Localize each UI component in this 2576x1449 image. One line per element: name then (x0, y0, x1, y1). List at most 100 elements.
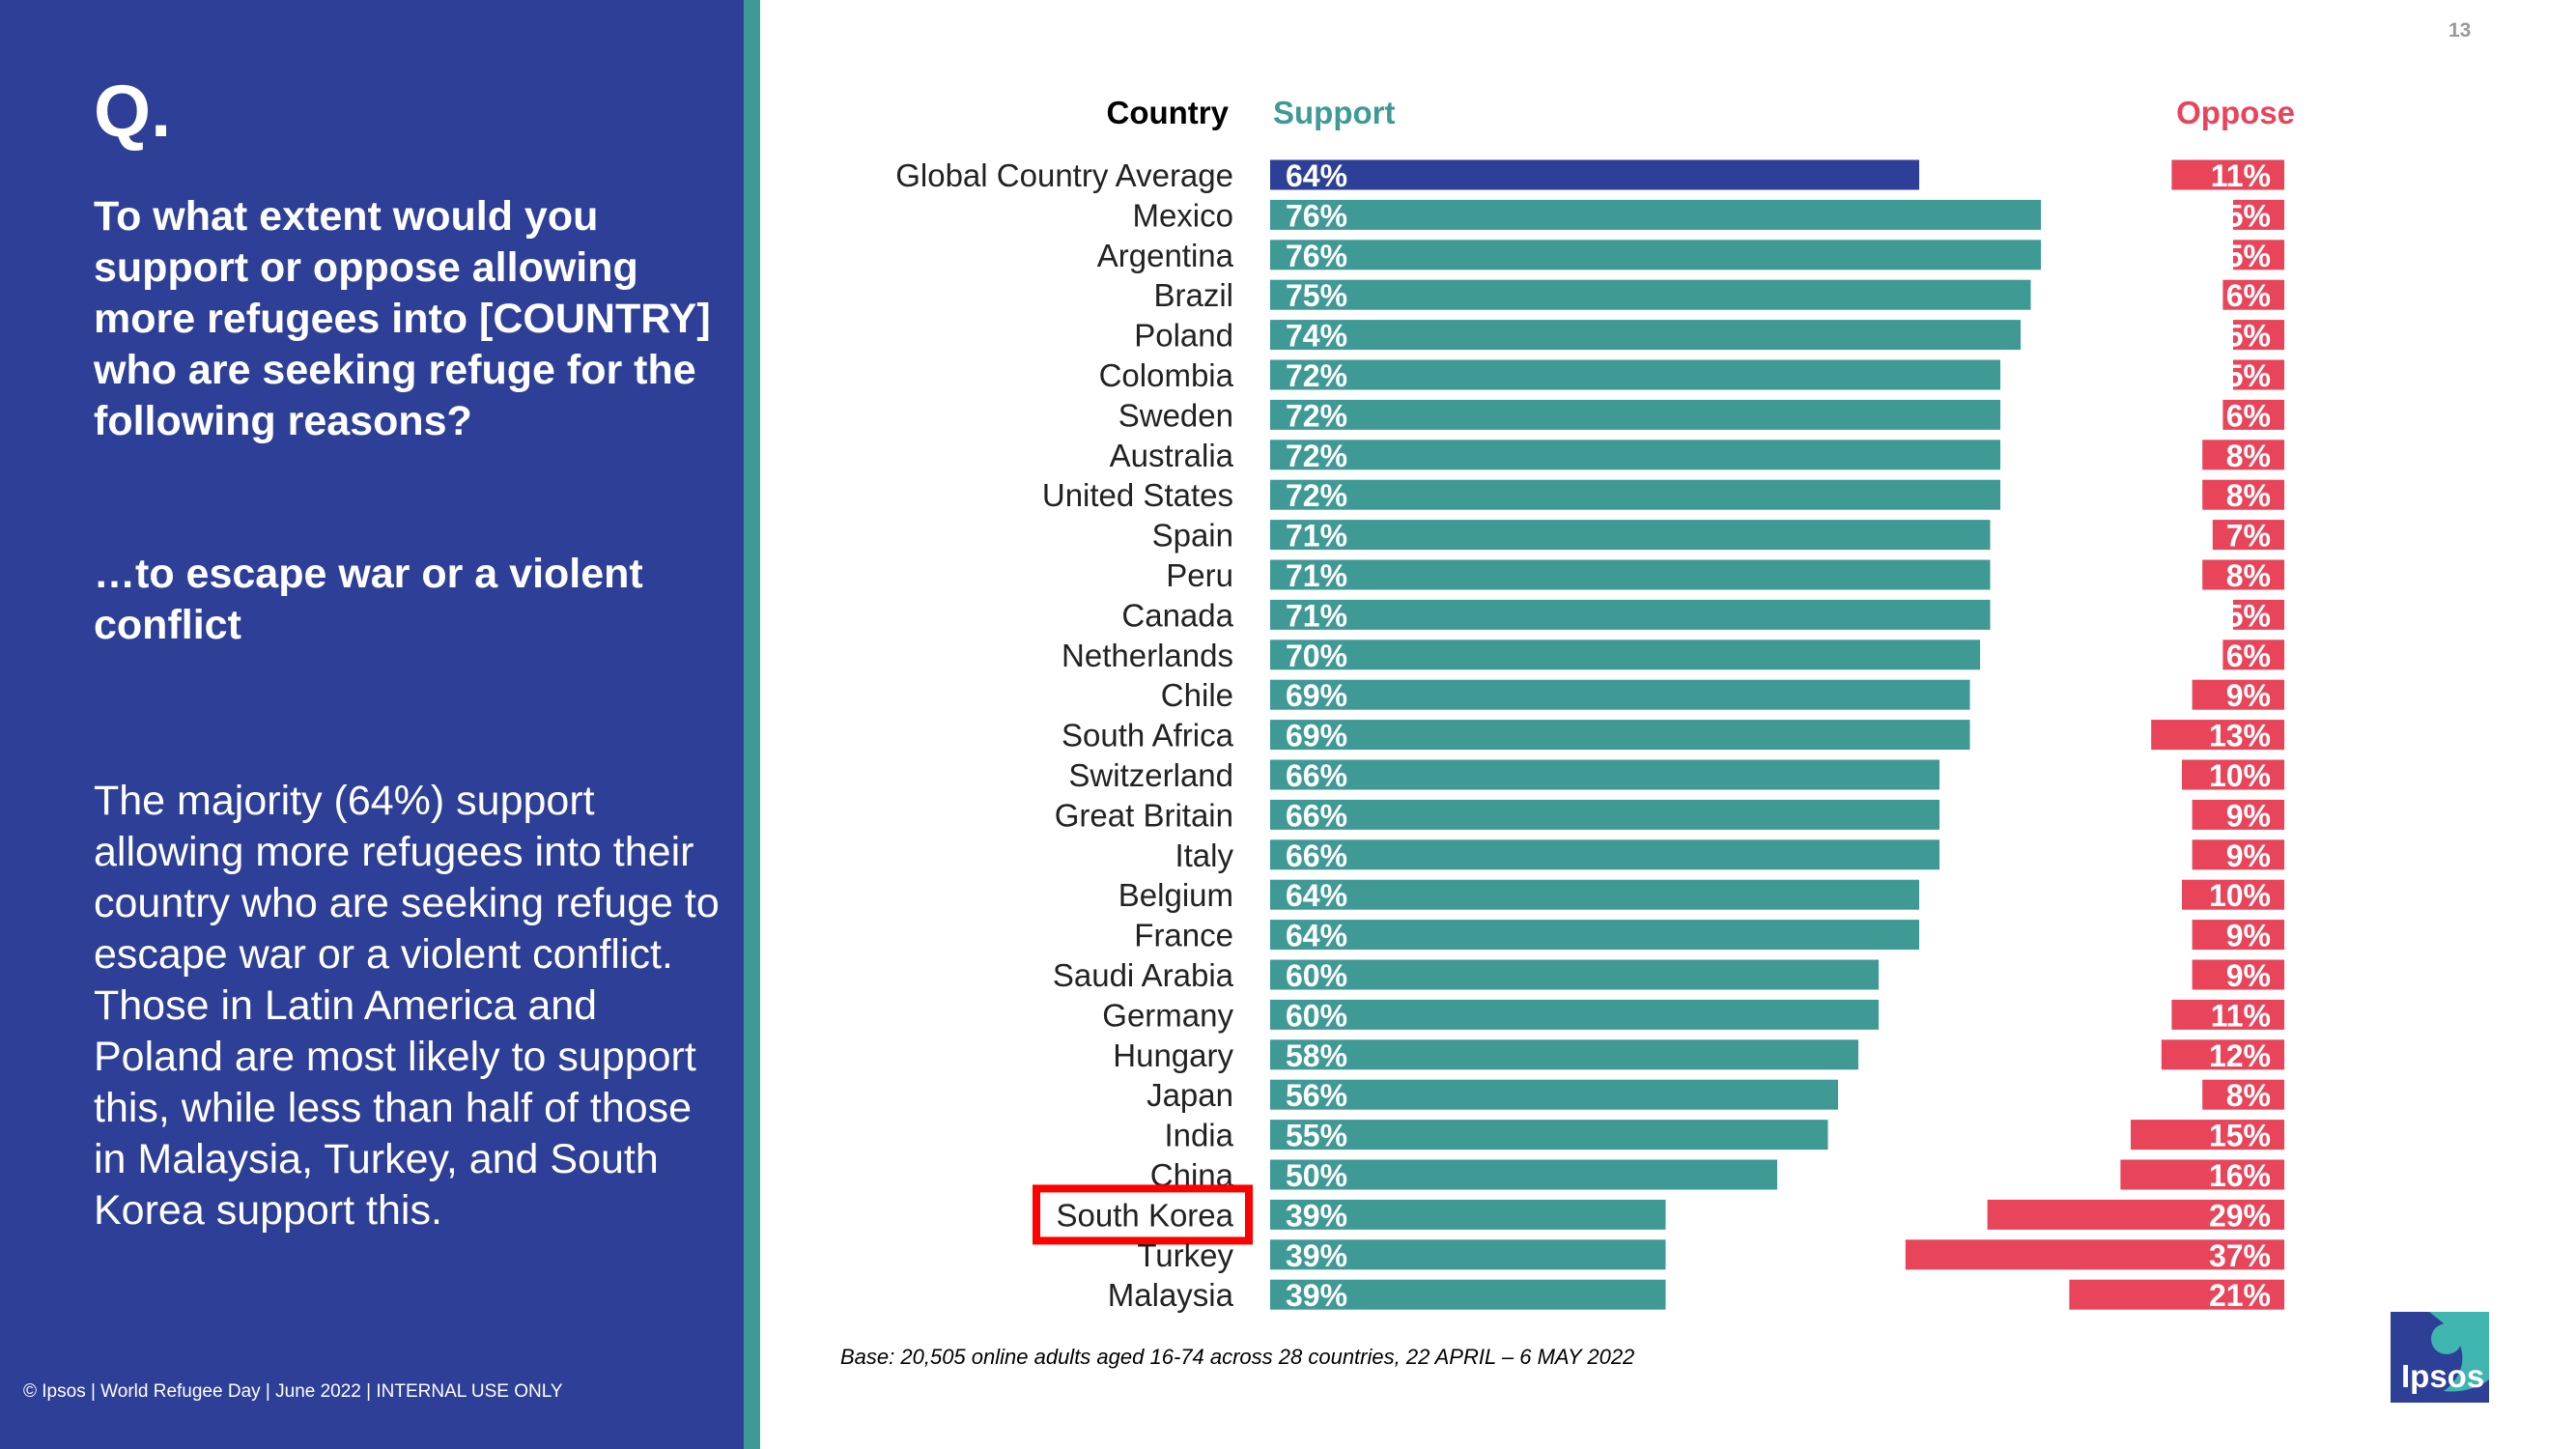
support-value-label: 71% (1286, 519, 1347, 554)
country-label: Peru (1166, 557, 1233, 593)
support-bar (1270, 759, 1939, 790)
accent-stripe (744, 0, 760, 1449)
support-bar (1270, 920, 1919, 951)
oppose-bar (2222, 399, 2284, 430)
support-value-label: 69% (1286, 719, 1347, 753)
country-label: Malaysia (1108, 1277, 1234, 1313)
sub-question-text: …to escape war or a violent conflict (94, 551, 643, 648)
country-label: Spain (1152, 518, 1233, 554)
oppose-bar (2212, 520, 2284, 551)
country-label: Switzerland (1068, 757, 1233, 793)
oppose-value-label: 6% (2226, 639, 2271, 673)
oppose-bar (2161, 1039, 2284, 1070)
oppose-value-label: 9% (2226, 838, 2271, 873)
support-bar (1270, 1239, 1666, 1270)
oppose-value-label: 12% (2209, 1038, 2271, 1073)
country-label: South Korea (1057, 1197, 1234, 1233)
oppose-value-label: 10% (2209, 758, 2271, 793)
oppose-value-label: 5% (2226, 198, 2271, 233)
support-bar (1270, 1079, 1838, 1110)
oppose-value-label: 9% (2226, 798, 2271, 833)
support-value-label: 71% (1286, 598, 1347, 633)
q-label: Q. (94, 71, 172, 153)
support-bar (1270, 440, 2000, 470)
support-value-label: 70% (1286, 639, 1347, 673)
support-bar (1270, 520, 1991, 551)
oppose-bar (2222, 639, 2284, 670)
support-value-label: 72% (1286, 398, 1347, 433)
oppose-value-label: 15% (2209, 1119, 2271, 1153)
question-text: To what extent would you support or oppo… (94, 193, 711, 444)
support-bar (1270, 159, 1919, 190)
country-label: Italy (1175, 838, 1233, 873)
oppose-bar (2151, 720, 2284, 751)
oppose-value-label: 11% (2211, 158, 2271, 193)
country-label: Germany (1102, 997, 1233, 1033)
oppose-value-label: 37% (2209, 1238, 2271, 1273)
country-label: United States (1042, 477, 1233, 513)
support-bar (1270, 959, 1879, 990)
oppose-value-label: 8% (2226, 439, 2271, 473)
oppose-value-label: 6% (2226, 278, 2271, 313)
support-bar (1270, 399, 2000, 430)
oppose-value-label: 29% (2209, 1198, 2271, 1233)
country-label: India (1164, 1118, 1233, 1153)
country-label: Canada (1121, 597, 1233, 633)
chart-rows: Global Country Average 64% 11% Mexico 76% 5% A… (895, 157, 2284, 1313)
support-bar (1270, 240, 2041, 270)
highlight-box (1033, 1184, 1253, 1245)
oppose-bar (1905, 1239, 2284, 1270)
oppose-bar (2233, 199, 2284, 230)
country-label: Great Britain (1055, 797, 1233, 833)
support-bar (1270, 599, 1991, 630)
oppose-bar (2182, 759, 2284, 790)
oppose-value-label: 5% (2226, 598, 2271, 633)
oppose-value-label: 5% (2226, 319, 2271, 354)
oppose-value-label: 8% (2226, 478, 2271, 513)
support-value-label: 64% (1286, 919, 1347, 953)
oppose-bar (2120, 1159, 2284, 1190)
support-value-label: 69% (1286, 678, 1347, 713)
support-bar (1270, 1120, 1828, 1151)
support-bar (1270, 1159, 1777, 1190)
oppose-bar (2192, 799, 2284, 830)
oppose-bar (2192, 839, 2284, 870)
page-number: 13 (2449, 19, 2472, 42)
country-label: Belgium (1118, 877, 1233, 913)
ipsos-logo-text: Ipsos (2401, 1358, 2485, 1394)
support-bar (1270, 199, 2041, 230)
support-value-label: 66% (1286, 758, 1347, 793)
oppose-bar (2233, 320, 2284, 351)
support-bar (1270, 639, 1980, 670)
support-bar (1270, 1039, 1858, 1070)
support-value-label: 55% (1286, 1119, 1347, 1153)
support-value-label: 72% (1286, 358, 1347, 393)
country-label: South Africa (1062, 718, 1234, 753)
country-label: Brazil (1153, 277, 1233, 313)
oppose-value-label: 5% (2226, 358, 2271, 393)
oppose-header: Oppose (2176, 95, 2295, 130)
ipsos-logo-icon (2391, 1312, 2489, 1403)
oppose-value-label: 9% (2226, 958, 2271, 993)
support-bar (1270, 879, 1919, 910)
support-value-label: 72% (1286, 439, 1347, 473)
oppose-bar (2233, 599, 2284, 630)
oppose-value-label: 13% (2209, 719, 2271, 753)
oppose-value-label: 10% (2209, 878, 2271, 913)
summary-text: The majority (64%) support allowing more… (94, 778, 720, 1234)
oppose-bar (2192, 920, 2284, 951)
oppose-bar (2171, 999, 2284, 1030)
support-value-label: 71% (1286, 558, 1347, 593)
oppose-value-label: 6% (2226, 398, 2271, 433)
country-label: France (1134, 918, 1233, 953)
country-label: Saudi Arabia (1053, 957, 1234, 993)
support-bar (1270, 359, 2000, 390)
support-bar (1270, 479, 2000, 510)
support-bar (1270, 1199, 1666, 1230)
support-value-label: 50% (1286, 1158, 1347, 1193)
support-value-label: 76% (1286, 198, 1347, 233)
oppose-bar (2131, 1120, 2284, 1151)
oppose-value-label: 11% (2211, 998, 2271, 1033)
country-label: Poland (1134, 318, 1233, 354)
oppose-bar (2192, 959, 2284, 990)
